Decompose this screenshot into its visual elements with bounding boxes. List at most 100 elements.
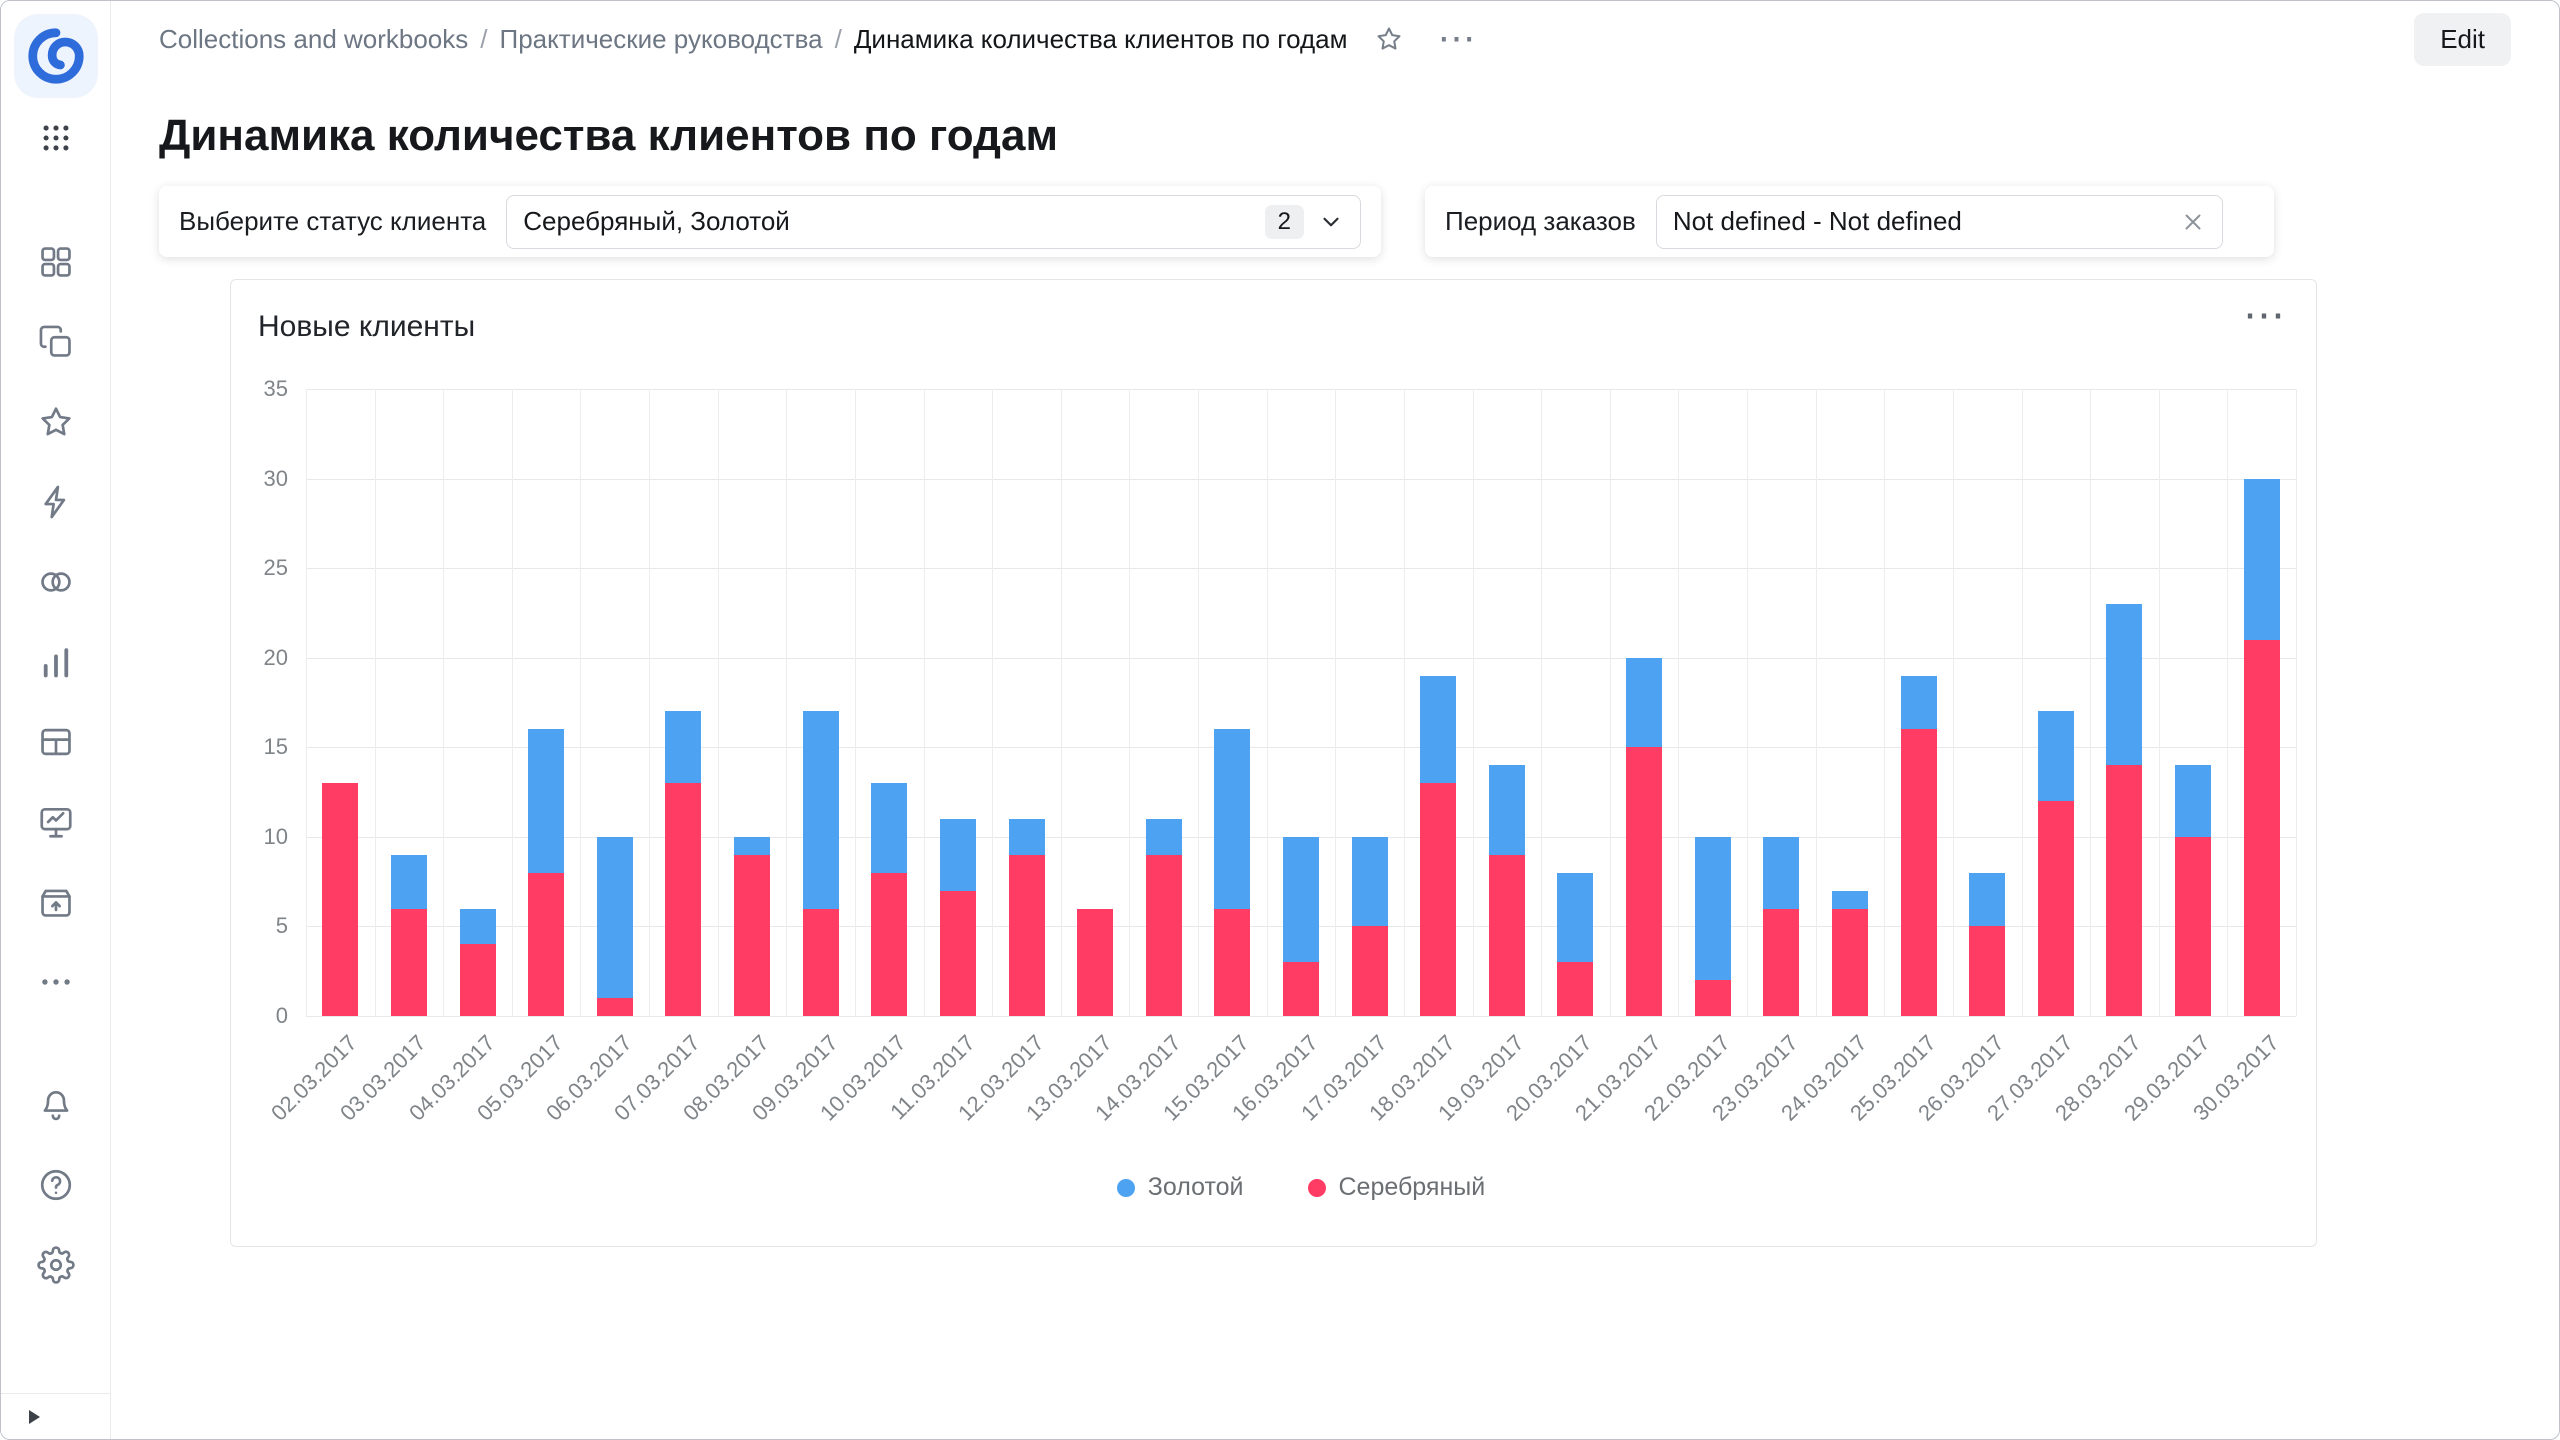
bar-segment-Серебряный[interactable] <box>459 944 496 1016</box>
bar-segment-Золотой[interactable] <box>734 836 771 855</box>
bar-segment-Золотой[interactable] <box>2106 603 2143 766</box>
gridline-vertical <box>1198 389 1200 1016</box>
breadcrumb-guides[interactable]: Практические руководства <box>499 23 823 54</box>
gridline-horizontal <box>306 1016 2296 1017</box>
bar-segment-Серебряный[interactable] <box>2106 765 2143 1016</box>
bar-segment-Серебряный[interactable] <box>1283 962 1319 1016</box>
apps-grid-icon[interactable] <box>38 120 74 156</box>
legend-item-Серебряный[interactable]: Серебряный <box>1307 1173 1485 1202</box>
bar-segment-Золотой[interactable] <box>802 711 839 909</box>
settings-icon[interactable] <box>36 1246 75 1284</box>
bar-segment-Золотой[interactable] <box>1557 872 1594 963</box>
bar-segment-Золотой[interactable] <box>390 854 427 909</box>
bar-segment-Золотой[interactable] <box>1969 872 2006 927</box>
bar-segment-Серебряный[interactable] <box>1351 926 1388 1016</box>
bar-segment-Золотой[interactable] <box>1145 818 1182 855</box>
clear-icon[interactable] <box>2180 209 2206 235</box>
breadcrumb-current: Динамика количества клиентов по годам <box>853 23 1348 54</box>
bar-segment-Серебряный[interactable] <box>1626 747 1663 1016</box>
bar-segment-Серебряный[interactable] <box>1831 908 1868 1016</box>
bar-segment-Золотой[interactable] <box>2037 711 2074 802</box>
bar-segment-Серебряный[interactable] <box>390 908 427 1016</box>
bar-segment-Золотой[interactable] <box>665 711 702 784</box>
period-input[interactable]: Not defined - Not defined <box>1655 194 2223 249</box>
status-select[interactable]: Серебряный, Золотой 2 <box>506 194 1361 249</box>
bar-segment-Золотой[interactable] <box>871 783 908 873</box>
bar-segment-Серебряный[interactable] <box>1488 854 1525 1016</box>
bar-segment-Серебряный[interactable] <box>1557 962 1594 1016</box>
datalens-logo-icon[interactable] <box>14 14 98 98</box>
bar-segment-Золотой[interactable] <box>1420 675 1457 784</box>
period-input-value: Not defined - Not defined <box>1672 206 1962 236</box>
favorite-star-icon[interactable] <box>1374 24 1404 54</box>
legend-item-Золотой[interactable]: Золотой <box>1116 1173 1244 1202</box>
header: Collections and workbooks / Практические… <box>111 1 2559 77</box>
bar-segment-Серебряный[interactable] <box>939 890 976 1016</box>
filters-row: Выберите статус клиента Серебряный, Золо… <box>159 186 2274 257</box>
bar-segment-Золотой[interactable] <box>1900 675 1937 730</box>
bar-segment-Золотой[interactable] <box>939 818 976 891</box>
bar-segment-Серебряный[interactable] <box>1900 729 1937 1016</box>
sidebar-footer <box>1 1393 110 1439</box>
y-axis-tick-label: 15 <box>263 734 288 760</box>
bar-segment-Серебряный[interactable] <box>1214 908 1251 1016</box>
collections-icon[interactable] <box>37 243 75 281</box>
bar-segment-Серебряный[interactable] <box>528 872 565 1016</box>
bar-segment-Серебряный[interactable] <box>665 783 702 1016</box>
bar-segment-Золотой[interactable] <box>1008 818 1045 855</box>
gridline-vertical <box>1678 389 1680 1016</box>
bar-segment-Золотой[interactable] <box>1763 836 1800 909</box>
bar-segment-Серебряный[interactable] <box>802 908 839 1016</box>
breadcrumb-collections[interactable]: Collections and workbooks <box>159 23 469 54</box>
bar-segment-Золотой[interactable] <box>1214 729 1251 909</box>
gridline-vertical <box>786 389 788 1016</box>
gridline-vertical <box>2090 389 2092 1016</box>
storage-icon[interactable] <box>37 883 75 921</box>
gridline-vertical <box>1472 389 1474 1016</box>
edit-button[interactable]: Edit <box>2414 12 2511 66</box>
bar-segment-Золотой[interactable] <box>596 836 633 999</box>
bar-segment-Серебряный[interactable] <box>1694 980 1731 1016</box>
bar-segment-Серебряный[interactable] <box>2037 801 2074 1016</box>
gridline-vertical <box>580 389 582 1016</box>
bar-segment-Серебряный[interactable] <box>2175 836 2212 1016</box>
bar-segment-Серебряный[interactable] <box>2243 639 2280 1016</box>
bar-segment-Золотой[interactable] <box>1351 836 1388 927</box>
bar-segment-Серебряный[interactable] <box>734 854 771 1016</box>
dashboards-icon[interactable] <box>37 723 75 761</box>
charts-icon[interactable] <box>37 643 75 681</box>
bar-segment-Золотой[interactable] <box>459 908 496 945</box>
bar-segment-Серебряный[interactable] <box>1763 908 1800 1016</box>
chart-menu-icon[interactable]: ⋯ <box>2243 291 2288 338</box>
bar-segment-Золотой[interactable] <box>1831 890 1868 909</box>
bar-segment-Золотой[interactable] <box>528 729 565 873</box>
bar-segment-Серебряный[interactable] <box>871 872 908 1016</box>
breadcrumb-menu-icon[interactable]: ⋯ <box>1437 18 1479 60</box>
help-icon[interactable] <box>37 1166 75 1204</box>
bar-segment-Серебряный[interactable] <box>1008 854 1045 1016</box>
bar-segment-Золотой[interactable] <box>1488 765 1525 855</box>
notifications-icon[interactable] <box>37 1086 75 1124</box>
bar-segment-Серебряный[interactable] <box>322 783 359 1016</box>
bar-segment-Золотой[interactable] <box>2175 765 2212 837</box>
connections-icon[interactable] <box>37 483 75 521</box>
expand-panel-icon[interactable] <box>21 1405 45 1429</box>
bar-segment-Золотой[interactable] <box>2243 478 2280 640</box>
bar-segment-Серебряный[interactable] <box>1420 783 1457 1016</box>
bar-segment-Золотой[interactable] <box>1694 836 1731 981</box>
bar-segment-Серебряный[interactable] <box>1969 926 2006 1016</box>
more-icon[interactable] <box>37 963 75 1001</box>
favorites-icon[interactable] <box>37 403 75 441</box>
workbooks-icon[interactable] <box>37 323 75 361</box>
gridline-vertical <box>1541 389 1543 1016</box>
datasets-icon[interactable] <box>37 563 75 601</box>
bar-segment-Серебряный[interactable] <box>1077 908 1114 1016</box>
bar-segment-Золотой[interactable] <box>1626 657 1663 748</box>
editor-icon[interactable] <box>37 803 75 841</box>
bar-segment-Серебряный[interactable] <box>596 998 633 1016</box>
legend-label: Золотой <box>1147 1173 1244 1201</box>
bar-segment-Серебряный[interactable] <box>1145 854 1182 1016</box>
bar-segment-Золотой[interactable] <box>1283 836 1319 963</box>
x-axis-tick-label: 24.03.2017 <box>1776 1030 1872 1126</box>
